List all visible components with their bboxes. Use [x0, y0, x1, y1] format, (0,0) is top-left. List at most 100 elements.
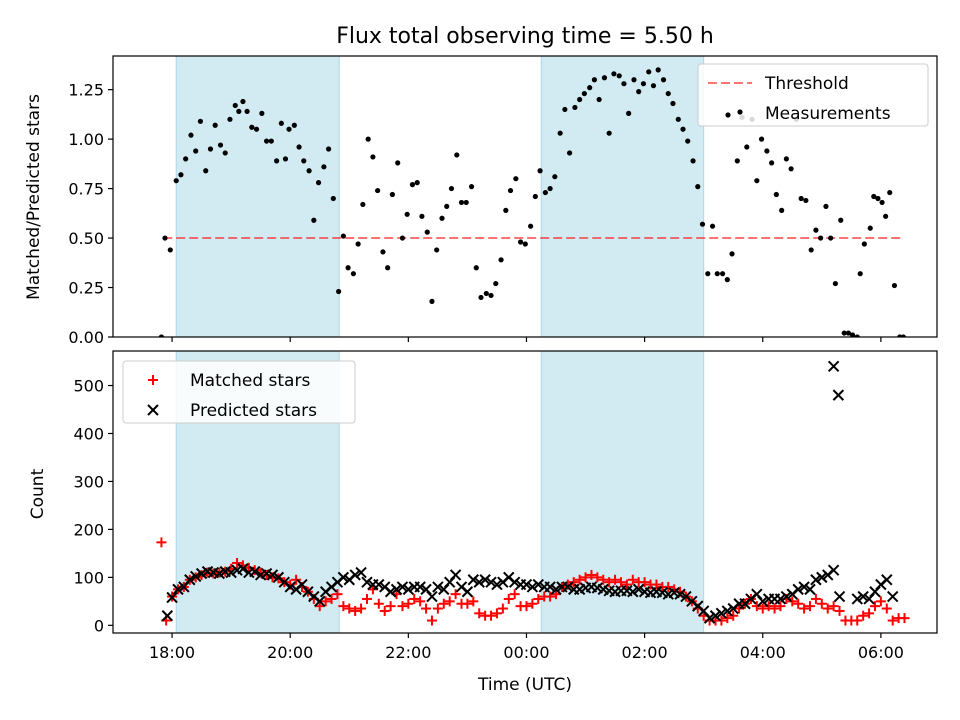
matched-star-point	[379, 605, 390, 616]
predicted-star-point-b	[172, 583, 184, 596]
matched-star-point	[881, 603, 892, 614]
predicted-star-point	[284, 581, 296, 593]
predicted-star-point-b	[792, 583, 804, 596]
predicted-star-point-b	[832, 389, 845, 401]
predicted-star-point-b	[249, 565, 261, 578]
measurement-point	[253, 126, 260, 132]
measurement-point	[507, 187, 514, 194]
predicted-star-point-b	[373, 578, 385, 591]
predicted-star-point-b	[532, 578, 544, 591]
measurement-point	[537, 168, 543, 174]
measurement-point	[325, 146, 332, 152]
matched-star-point	[568, 577, 579, 588]
predicted-star-point-b	[432, 581, 444, 593]
measurement-point	[493, 280, 499, 287]
measurement-point	[867, 225, 873, 231]
predicted-star-point	[721, 605, 734, 617]
matched-star-point	[627, 574, 638, 585]
measurement-point	[857, 271, 863, 277]
predicted-star-point	[804, 583, 816, 596]
matched-star-point	[852, 615, 863, 626]
matched-star-point	[291, 574, 302, 585]
y-tick-label: 0.25	[68, 279, 104, 298]
x-tick-label: 06:00	[858, 643, 904, 662]
predicted-star-point-b	[798, 581, 810, 593]
predicted-star-point	[526, 581, 539, 593]
measurement-point	[306, 168, 312, 174]
measurement-point	[315, 180, 322, 186]
predicted-star-point	[237, 563, 249, 575]
predicted-star-point-b	[827, 360, 840, 373]
matched-star-point	[373, 598, 384, 609]
predicted-star-point	[508, 576, 521, 588]
measurement-point	[845, 330, 851, 336]
x-tick-label: 02:00	[622, 643, 668, 662]
predicted-star-point-b	[668, 587, 680, 599]
measurement-point	[680, 126, 686, 132]
legend-predicted-swatch	[147, 404, 159, 416]
predicted-star-point	[225, 566, 237, 579]
predicted-star-point-b	[780, 590, 793, 603]
predicted-star-point-b	[161, 610, 174, 622]
predicted-star-point-b	[886, 590, 899, 603]
predicted-star-point	[851, 593, 863, 605]
legend-box	[697, 63, 929, 127]
matched-star-point	[858, 610, 869, 621]
measurement-point	[232, 102, 238, 109]
measurement-point	[705, 271, 711, 277]
measurement-point	[685, 138, 691, 144]
predicted-star-point-b	[721, 605, 734, 617]
predicted-star-point-b	[816, 571, 828, 584]
measurement-point	[259, 110, 265, 116]
predicted-star-point-b	[857, 590, 869, 603]
top-ylabel: Matched/Predicted stars	[24, 94, 44, 300]
measurement-point	[268, 138, 274, 144]
matched-star-point	[356, 603, 367, 614]
predicted-star-point-b	[751, 588, 763, 600]
measurement-point	[699, 221, 706, 227]
measurement-point	[803, 197, 809, 204]
predicted-star-point-b	[420, 583, 432, 596]
measurement-point	[675, 116, 681, 122]
observing-band	[540, 56, 705, 337]
matched-star-point	[444, 596, 455, 607]
matched-star-point	[415, 596, 426, 607]
predicted-star-point-b	[757, 595, 769, 608]
matched-star-point	[462, 598, 473, 609]
measurement-point	[188, 132, 194, 138]
predicted-star-point-b	[692, 600, 704, 612]
predicted-star-point	[881, 574, 893, 586]
top-panel: 0.00 0.25 0.50 0.75 1.00 1.25 Threshold Measure…	[68, 55, 938, 347]
predicted-star-point	[757, 595, 769, 608]
legend-matched-swatch	[148, 375, 158, 385]
measurement-point	[532, 193, 538, 200]
legend-box	[122, 360, 356, 424]
measurement-point	[861, 241, 867, 247]
measurement-point	[513, 176, 519, 182]
predicted-star-point-b	[337, 571, 350, 584]
matched-star-point	[834, 605, 845, 616]
measurement-point	[875, 195, 881, 202]
measurement-point	[355, 241, 361, 247]
matched-star-point	[869, 601, 880, 612]
predicted-star-point	[715, 607, 728, 620]
measurement-point	[429, 298, 435, 304]
measurement-point	[311, 217, 317, 223]
measurement-point	[779, 207, 785, 213]
measurement-point	[871, 193, 877, 200]
measurement-point	[321, 164, 327, 170]
predicted-star-point-b	[201, 565, 214, 578]
y-tick-label: 0	[94, 616, 104, 635]
y-tick-label: 0.50	[68, 229, 104, 248]
predicted-star-point-b	[627, 586, 639, 598]
measurement-point	[244, 108, 250, 115]
measurement-point	[345, 265, 351, 271]
predicted-star-point	[426, 590, 438, 603]
measurement-point	[522, 241, 528, 247]
predicted-star-point	[189, 570, 202, 583]
measurement-point	[587, 85, 593, 91]
predicted-star-point	[774, 593, 787, 605]
measurement-point	[282, 156, 289, 162]
measurement-point	[236, 108, 242, 115]
